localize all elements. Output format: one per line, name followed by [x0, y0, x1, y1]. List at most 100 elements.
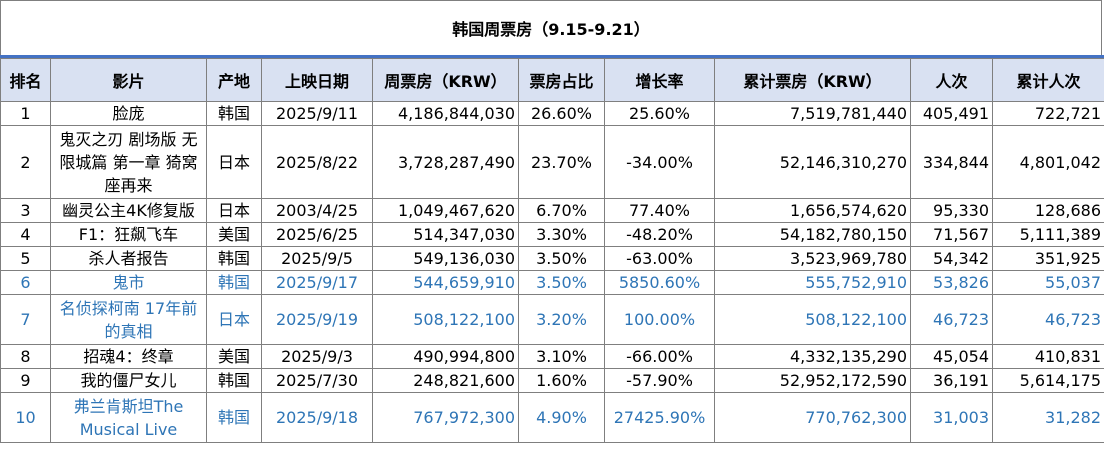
header-share[interactable]: 票房占比	[518, 58, 605, 102]
cell-total-gross[interactable]: 508,122,100	[714, 294, 911, 345]
table-row[interactable]: 4 F1：狂飙飞车 美国 2025/6/25 514,347,030 3.30% -48.2…	[0, 222, 1104, 247]
cell-share[interactable]: 3.30%	[518, 222, 605, 247]
table-row[interactable]: 6 鬼市 韩国 2025/9/17 544,659,910 3.50% 5850.60% 55…	[0, 270, 1104, 295]
cell-total-gross[interactable]: 52,146,310,270	[714, 125, 911, 199]
cell-share[interactable]: 4.90%	[518, 392, 605, 443]
cell-release-date[interactable]: 2025/9/3	[261, 344, 373, 369]
cell-rank[interactable]: 10	[0, 392, 51, 443]
cell-origin[interactable]: 韩国	[206, 101, 262, 126]
cell-total-admissions[interactable]: 351,925	[992, 246, 1104, 271]
cell-growth[interactable]: -48.20%	[604, 222, 715, 247]
cell-origin[interactable]: 美国	[206, 222, 262, 247]
cell-total-gross[interactable]: 1,656,574,620	[714, 198, 911, 223]
cell-admissions[interactable]: 54,342	[910, 246, 993, 271]
cell-total-admissions[interactable]: 46,723	[992, 294, 1104, 345]
cell-admissions[interactable]: 53,826	[910, 270, 993, 295]
cell-weekly-gross[interactable]: 508,122,100	[372, 294, 519, 345]
header-rank[interactable]: 排名	[0, 58, 51, 102]
cell-growth[interactable]: 77.40%	[604, 198, 715, 223]
cell-growth[interactable]: 25.60%	[604, 101, 715, 126]
cell-growth[interactable]: -66.00%	[604, 344, 715, 369]
cell-film[interactable]: 幽灵公主4K修复版	[50, 198, 207, 223]
table-row[interactable]: 10 弗兰肯斯坦The Musical Live 韩国 2025/9/18 767,97…	[0, 392, 1104, 443]
cell-total-gross[interactable]: 54,182,780,150	[714, 222, 911, 247]
cell-total-admissions[interactable]: 5,111,389	[992, 222, 1104, 247]
cell-release-date[interactable]: 2025/9/18	[261, 392, 373, 443]
cell-rank[interactable]: 8	[0, 344, 51, 369]
cell-total-gross[interactable]: 770,762,300	[714, 392, 911, 443]
cell-total-admissions[interactable]: 55,037	[992, 270, 1104, 295]
cell-release-date[interactable]: 2025/6/25	[261, 222, 373, 247]
cell-weekly-gross[interactable]: 544,659,910	[372, 270, 519, 295]
cell-release-date[interactable]: 2025/9/17	[261, 270, 373, 295]
cell-origin[interactable]: 日本	[206, 125, 262, 199]
cell-origin[interactable]: 韩国	[206, 392, 262, 443]
header-total-admissions[interactable]: 累计人次	[992, 58, 1104, 102]
cell-growth[interactable]: 27425.90%	[604, 392, 715, 443]
cell-film[interactable]: 杀人者报告	[50, 246, 207, 271]
cell-weekly-gross[interactable]: 490,994,800	[372, 344, 519, 369]
cell-admissions[interactable]: 45,054	[910, 344, 993, 369]
cell-film[interactable]: 我的僵尸女儿	[50, 368, 207, 393]
table-row[interactable]: 3 幽灵公主4K修复版 日本 2003/4/25 1,049,467,620 6.70% 7…	[0, 198, 1104, 223]
header-admissions[interactable]: 人次	[910, 58, 993, 102]
cell-release-date[interactable]: 2003/4/25	[261, 198, 373, 223]
cell-share[interactable]: 1.60%	[518, 368, 605, 393]
cell-share[interactable]: 6.70%	[518, 198, 605, 223]
table-row[interactable]: 7 名侦探柯南 17年前的真相 日本 2025/9/19 508,122,100 3.20…	[0, 294, 1104, 345]
cell-origin[interactable]: 美国	[206, 344, 262, 369]
cell-admissions[interactable]: 71,567	[910, 222, 993, 247]
table-row[interactable]: 9 我的僵尸女儿 韩国 2025/7/30 248,821,600 1.60% -57.90…	[0, 368, 1104, 393]
cell-release-date[interactable]: 2025/9/5	[261, 246, 373, 271]
cell-film[interactable]: 脸庞	[50, 101, 207, 126]
cell-weekly-gross[interactable]: 1,049,467,620	[372, 198, 519, 223]
cell-rank[interactable]: 6	[0, 270, 51, 295]
cell-weekly-gross[interactable]: 767,972,300	[372, 392, 519, 443]
cell-share[interactable]: 3.50%	[518, 270, 605, 295]
cell-rank[interactable]: 4	[0, 222, 51, 247]
cell-total-admissions[interactable]: 5,614,175	[992, 368, 1104, 393]
cell-film[interactable]: F1：狂飙飞车	[50, 222, 207, 247]
cell-rank[interactable]: 5	[0, 246, 51, 271]
header-release-date[interactable]: 上映日期	[261, 58, 373, 102]
cell-total-admissions[interactable]: 722,721	[992, 101, 1104, 126]
cell-rank[interactable]: 2	[0, 125, 51, 199]
cell-rank[interactable]: 1	[0, 101, 51, 126]
cell-admissions[interactable]: 95,330	[910, 198, 993, 223]
cell-admissions[interactable]: 46,723	[910, 294, 993, 345]
cell-total-admissions[interactable]: 410,831	[992, 344, 1104, 369]
header-film[interactable]: 影片	[50, 58, 207, 102]
cell-rank[interactable]: 7	[0, 294, 51, 345]
cell-admissions[interactable]: 36,191	[910, 368, 993, 393]
cell-total-admissions[interactable]: 4,801,042	[992, 125, 1104, 199]
cell-weekly-gross[interactable]: 4,186,844,030	[372, 101, 519, 126]
cell-total-gross[interactable]: 7,519,781,440	[714, 101, 911, 126]
table-row[interactable]: 8 招魂4：终章 美国 2025/9/3 490,994,800 3.10% -66.00%…	[0, 344, 1104, 369]
table-row[interactable]: 5 杀人者报告 韩国 2025/9/5 549,136,030 3.50% -63.00% 3…	[0, 246, 1104, 271]
cell-film[interactable]: 弗兰肯斯坦The Musical Live	[50, 392, 207, 443]
cell-admissions[interactable]: 31,003	[910, 392, 993, 443]
cell-origin[interactable]: 韩国	[206, 270, 262, 295]
cell-film[interactable]: 鬼市	[50, 270, 207, 295]
cell-growth[interactable]: 5850.60%	[604, 270, 715, 295]
cell-release-date[interactable]: 2025/7/30	[261, 368, 373, 393]
cell-film[interactable]: 招魂4：终章	[50, 344, 207, 369]
cell-weekly-gross[interactable]: 549,136,030	[372, 246, 519, 271]
cell-growth[interactable]: -63.00%	[604, 246, 715, 271]
cell-origin[interactable]: 韩国	[206, 246, 262, 271]
cell-total-gross[interactable]: 4,332,135,290	[714, 344, 911, 369]
cell-rank[interactable]: 9	[0, 368, 51, 393]
table-row[interactable]: 1 脸庞 韩国 2025/9/11 4,186,844,030 26.60% 25.60% 7…	[0, 101, 1104, 126]
cell-release-date[interactable]: 2025/9/11	[261, 101, 373, 126]
cell-growth[interactable]: -57.90%	[604, 368, 715, 393]
cell-release-date[interactable]: 2025/9/19	[261, 294, 373, 345]
cell-total-gross[interactable]: 555,752,910	[714, 270, 911, 295]
cell-origin[interactable]: 日本	[206, 198, 262, 223]
cell-film[interactable]: 鬼灭之刃 剧场版 无限城篇 第一章 猗窝座再来	[50, 125, 207, 199]
cell-origin[interactable]: 日本	[206, 294, 262, 345]
header-total-gross[interactable]: 累计票房（KRW）	[714, 58, 911, 102]
cell-origin[interactable]: 韩国	[206, 368, 262, 393]
cell-share[interactable]: 23.70%	[518, 125, 605, 199]
header-weekly-gross[interactable]: 周票房（KRW）	[372, 58, 519, 102]
cell-total-admissions[interactable]: 128,686	[992, 198, 1104, 223]
